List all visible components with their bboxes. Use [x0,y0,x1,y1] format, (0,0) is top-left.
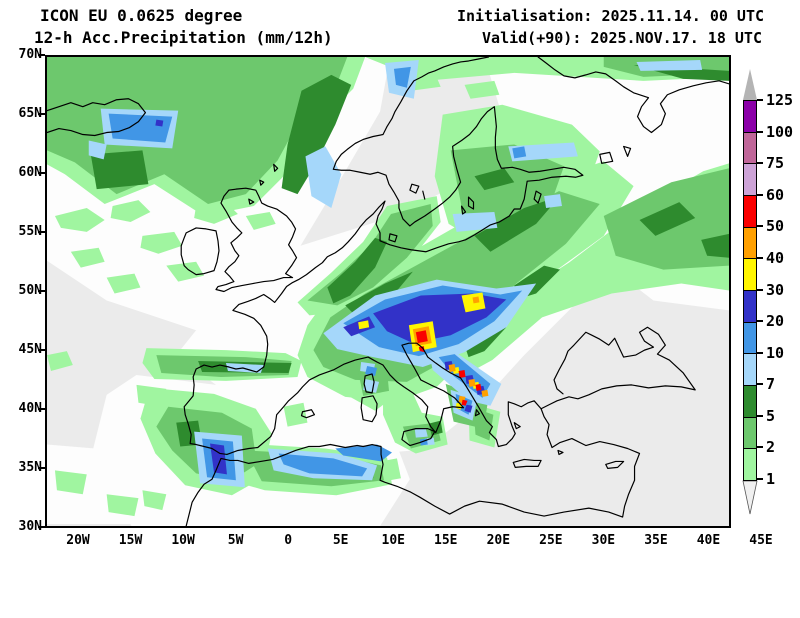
legend-tick-mark [757,99,763,101]
legend-segment [744,195,756,227]
lat-tick-mark [38,172,45,174]
lon-tick-label: 5E [332,533,349,548]
lat-tick-label: 50N [18,283,42,298]
legend-tick-mark [757,351,763,354]
lon-tick-label: 25E [539,533,563,548]
legend-tick-mark [757,383,763,386]
lon-tick-label: 40E [696,533,721,548]
legend-label: 20 [766,312,785,331]
initialisation-time: Initialisation: 2025.11.14. 00 UTC [456,7,764,25]
coastline-layer [47,57,729,526]
lon-tick-label: 0 [284,533,293,548]
legend-label: 30 [766,280,785,299]
lat-tick-mark [38,113,45,115]
legend-label: 75 [766,154,785,173]
legend-tick-mark [757,193,763,196]
legend-label: 125 [766,91,794,109]
lat-tick-mark [38,467,45,469]
lat-tick-mark [38,54,45,56]
lon-tick-label: 5W [227,533,244,548]
legend-label: 40 [766,248,785,267]
legend-segment [744,353,756,386]
lon-tick-label: 30E [591,533,616,548]
lon-tick-label: 15E [434,533,458,548]
above-max-arrow-icon [743,69,757,100]
precipitation-map-svg [47,57,729,526]
legend-tick-mark [757,414,763,417]
legend-color-bar [743,100,757,481]
valid-time: Valid(+90): 2025.NOV.17. 18 UTC [482,29,762,47]
legend-arrows [742,69,758,515]
lon-tick-label: 10W [171,533,195,548]
legend-segment [744,321,756,354]
lat-tick-label: 45N [18,342,42,357]
legend-segment [744,131,756,164]
legend-segment [744,416,756,449]
lon-tick-label: 15W [118,533,143,548]
legend-tick-mark [757,478,763,480]
legend-tick-mark [757,225,763,228]
lon-tick-label: 35E [644,533,668,548]
legend-tick-mark [757,130,763,133]
legend-label: 10 [766,343,785,362]
map-frame [45,55,731,528]
lat-tick-label: 40N [18,401,42,416]
legend-segment [744,101,756,132]
lat-tick-label: 60N [18,165,42,180]
lat-tick-label: 70N [18,47,42,62]
lon-tick-label: 20E [486,533,511,548]
legend-segment [744,448,756,481]
lat-tick-mark [38,526,45,528]
lat-tick-label: 65N [18,106,42,121]
legend-segment [744,258,756,291]
legend-tick-mark [757,446,763,449]
legend-segment [744,290,756,322]
legend-label: 5 [766,406,776,425]
lat-tick-mark [38,231,45,233]
lat-tick-mark [38,290,45,292]
legend-label: 7 [766,375,776,394]
legend-label: 60 [766,185,785,204]
legend-segment [744,226,756,259]
lat-tick-mark [38,408,45,410]
lon-tick-label: 20W [66,533,90,548]
legend-tick-mark [757,320,763,323]
legend-tick-mark [757,256,763,259]
lat-tick-label: 30N [18,519,42,534]
legend-label: 2 [766,438,776,457]
lat-tick-mark [38,349,45,351]
legend-tick-mark [757,162,763,165]
legend-segment [744,163,756,196]
legend-label: 50 [766,217,785,236]
legend-segment [744,385,756,417]
legend-tick-mark [757,288,763,291]
legend-label: 1 [766,470,776,488]
lat-tick-label: 35N [18,460,42,475]
precip-red-layer [415,330,482,406]
model-title: ICON EU 0.0625 degree [40,6,243,25]
product-title: 12-h Acc.Precipitation (mm/12h) [34,28,333,47]
lat-tick-label: 55N [18,224,42,239]
legend-label: 100 [766,122,794,141]
lon-tick-label: 10E [381,533,405,548]
below-min-arrow-icon [742,480,758,515]
lon-tick-label: 45E [749,533,773,548]
